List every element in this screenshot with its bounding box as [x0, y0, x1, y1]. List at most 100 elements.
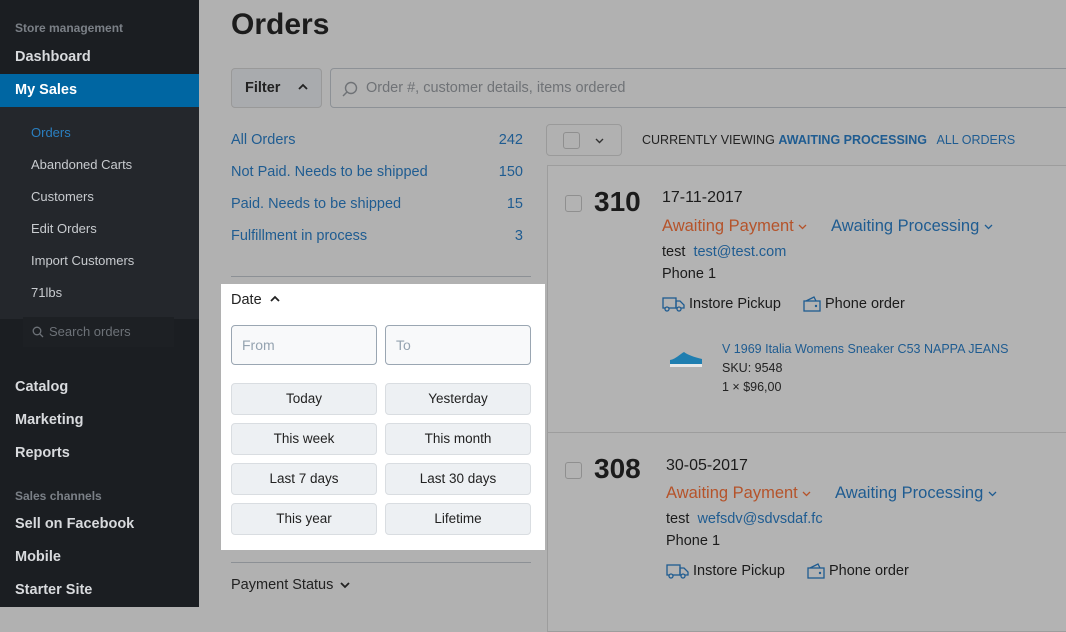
item-name-link[interactable]: V 1969 Italia Womens Sneaker C53 NAPPA J… [722, 342, 1009, 356]
item-sku: SKU: 9548 [722, 361, 783, 375]
customer-name: test [662, 244, 686, 260]
order-card: 308 30-05-2017 Awaiting Payment Awaiting… [547, 432, 1066, 632]
viewing-status: CURRENTLY VIEWING AWAITING PROCESSING AL… [642, 133, 1015, 147]
page-title: Orders [231, 8, 330, 41]
date-lifetime-button[interactable]: Lifetime [385, 503, 531, 535]
section-label: Sales channels [15, 489, 102, 503]
item-qty-price: 1 × $96,00 [722, 380, 782, 394]
date-last-30-days-button[interactable]: Last 30 days [385, 463, 531, 495]
stat-count: 242 [498, 132, 523, 148]
sidebar-item-starter-site[interactable]: Starter Site [15, 582, 93, 598]
order-item: V 1969 Italia Womens Sneaker C53 NAPPA J… [722, 340, 1009, 397]
sidebar-item-orders[interactable]: Orders [31, 125, 71, 140]
order-card: 310 17-11-2017 Awaiting Payment Awaiting… [547, 165, 1066, 433]
truck-icon [662, 297, 685, 312]
order-source: Phone order [828, 563, 909, 579]
fulfillment-status: Awaiting Processing [835, 484, 984, 502]
wallet-icon [807, 563, 825, 579]
payment-status-dropdown[interactable]: Awaiting Payment [666, 484, 811, 503]
shipping-label: Instore Pickup [689, 296, 781, 312]
customer-email[interactable]: wefsdv@sdvsdaf.fc [697, 511, 823, 527]
stat-count: 150 [498, 164, 523, 180]
viewing-current: AWAITING PROCESSING [778, 133, 928, 147]
chevron-down-icon [984, 224, 993, 230]
payment-status: Awaiting Payment [666, 484, 798, 502]
search-icon [32, 326, 44, 338]
sidebar-search-input[interactable]: Search orders [23, 317, 174, 347]
sidebar-item-import-customers[interactable]: Import Customers [31, 253, 135, 268]
sidebar-item-catalog[interactable]: Catalog [15, 379, 69, 395]
sidebar-item-label: My Sales [15, 82, 78, 98]
fulfillment-status-dropdown[interactable]: Awaiting Processing [831, 217, 993, 236]
stat-label: All Orders [231, 132, 296, 148]
date-filter-toggle[interactable]: Date [231, 292, 280, 308]
chevron-down-icon [988, 491, 997, 497]
truck-icon [666, 564, 689, 579]
order-checkbox[interactable] [565, 462, 582, 479]
sidebar-item-mobile[interactable]: Mobile [15, 549, 61, 565]
stat-paid[interactable]: Paid. Needs to be shipped 15 [231, 196, 523, 212]
customer-info: test test@test.com [662, 244, 786, 260]
chevron-down-icon [340, 582, 351, 588]
search-placeholder: Search orders [49, 324, 131, 339]
order-number[interactable]: 310 [594, 186, 641, 217]
stat-fulfillment[interactable]: Fulfillment in process 3 [231, 228, 523, 244]
date-this-month-button[interactable]: This month [385, 423, 531, 455]
date-to-input[interactable]: To [385, 325, 531, 365]
chevron-down-icon [595, 138, 604, 144]
viewing-prefix: CURRENTLY VIEWING [642, 133, 775, 147]
bulk-select-dropdown[interactable] [546, 124, 622, 156]
order-checkbox[interactable] [565, 195, 582, 212]
date-from-input[interactable]: From [231, 325, 377, 365]
shipping-method: Instore Pickup Phone order [666, 563, 909, 579]
sidebar-item-reports[interactable]: Reports [15, 445, 70, 461]
customer-info: test wefsdv@sdvsdaf.fc [666, 511, 823, 527]
chevron-up-icon [270, 295, 280, 302]
order-source: Phone order [824, 296, 905, 312]
sidebar-item-dashboard[interactable]: Dashboard [15, 49, 91, 65]
all-orders-link[interactable]: ALL ORDERS [936, 133, 1016, 147]
sidebar-item-abandoned-carts[interactable]: Abandoned Carts [31, 157, 133, 172]
stat-all-orders[interactable]: All Orders 242 [231, 132, 523, 148]
sidebar-item-71lbs[interactable]: 71lbs [31, 285, 63, 300]
chevron-down-icon [798, 224, 807, 230]
payment-status-label: Payment Status [231, 577, 334, 593]
customer-name: test [666, 511, 690, 527]
shipping-label: Instore Pickup [693, 563, 785, 579]
date-last-7-days-button[interactable]: Last 7 days [231, 463, 377, 495]
sidebar-item-customers[interactable]: Customers [31, 189, 94, 204]
product-thumbnail [670, 352, 702, 367]
sidebar-item-sell-on-facebook[interactable]: Sell on Facebook [15, 516, 135, 532]
order-date: 30-05-2017 [666, 457, 748, 474]
order-search-input[interactable]: Order #, customer details, items ordered [330, 68, 1066, 108]
date-filter-panel: Date From To Today Yesterday This week T… [221, 284, 545, 550]
date-today-button[interactable]: Today [231, 383, 377, 415]
sidebar-item-edit-orders[interactable]: Edit Orders [31, 221, 97, 236]
stat-count: 3 [514, 228, 523, 244]
stat-not-paid[interactable]: Not Paid. Needs to be shipped 150 [231, 164, 523, 180]
customer-email[interactable]: test@test.com [693, 244, 787, 260]
fulfillment-status-dropdown[interactable]: Awaiting Processing [835, 484, 997, 503]
date-this-week-button[interactable]: This week [231, 423, 377, 455]
chevron-down-icon [802, 491, 811, 497]
order-date: 17-11-2017 [662, 189, 743, 206]
chevron-up-icon [298, 83, 309, 90]
order-number[interactable]: 308 [594, 453, 641, 484]
divider [231, 276, 531, 277]
stat-label: Not Paid. Needs to be shipped [231, 164, 428, 180]
section-label: Store management [15, 21, 124, 35]
date-yesterday-button[interactable]: Yesterday [385, 383, 531, 415]
filter-button[interactable]: Filter [231, 68, 322, 108]
filter-label: Filter [245, 80, 281, 96]
fulfillment-status: Awaiting Processing [831, 217, 980, 235]
stat-label: Paid. Needs to be shipped [231, 196, 402, 212]
date-filter-title: Date [231, 292, 262, 308]
payment-status-dropdown[interactable]: Awaiting Payment [662, 217, 807, 236]
select-all-checkbox[interactable] [563, 132, 580, 149]
payment-status-toggle[interactable]: Payment Status [231, 577, 351, 593]
sidebar-item-marketing[interactable]: Marketing [15, 412, 84, 428]
divider [231, 562, 531, 563]
date-this-year-button[interactable]: This year [231, 503, 377, 535]
sidebar-item-my-sales[interactable] [0, 74, 199, 107]
customer-phone: Phone 1 [662, 266, 717, 282]
